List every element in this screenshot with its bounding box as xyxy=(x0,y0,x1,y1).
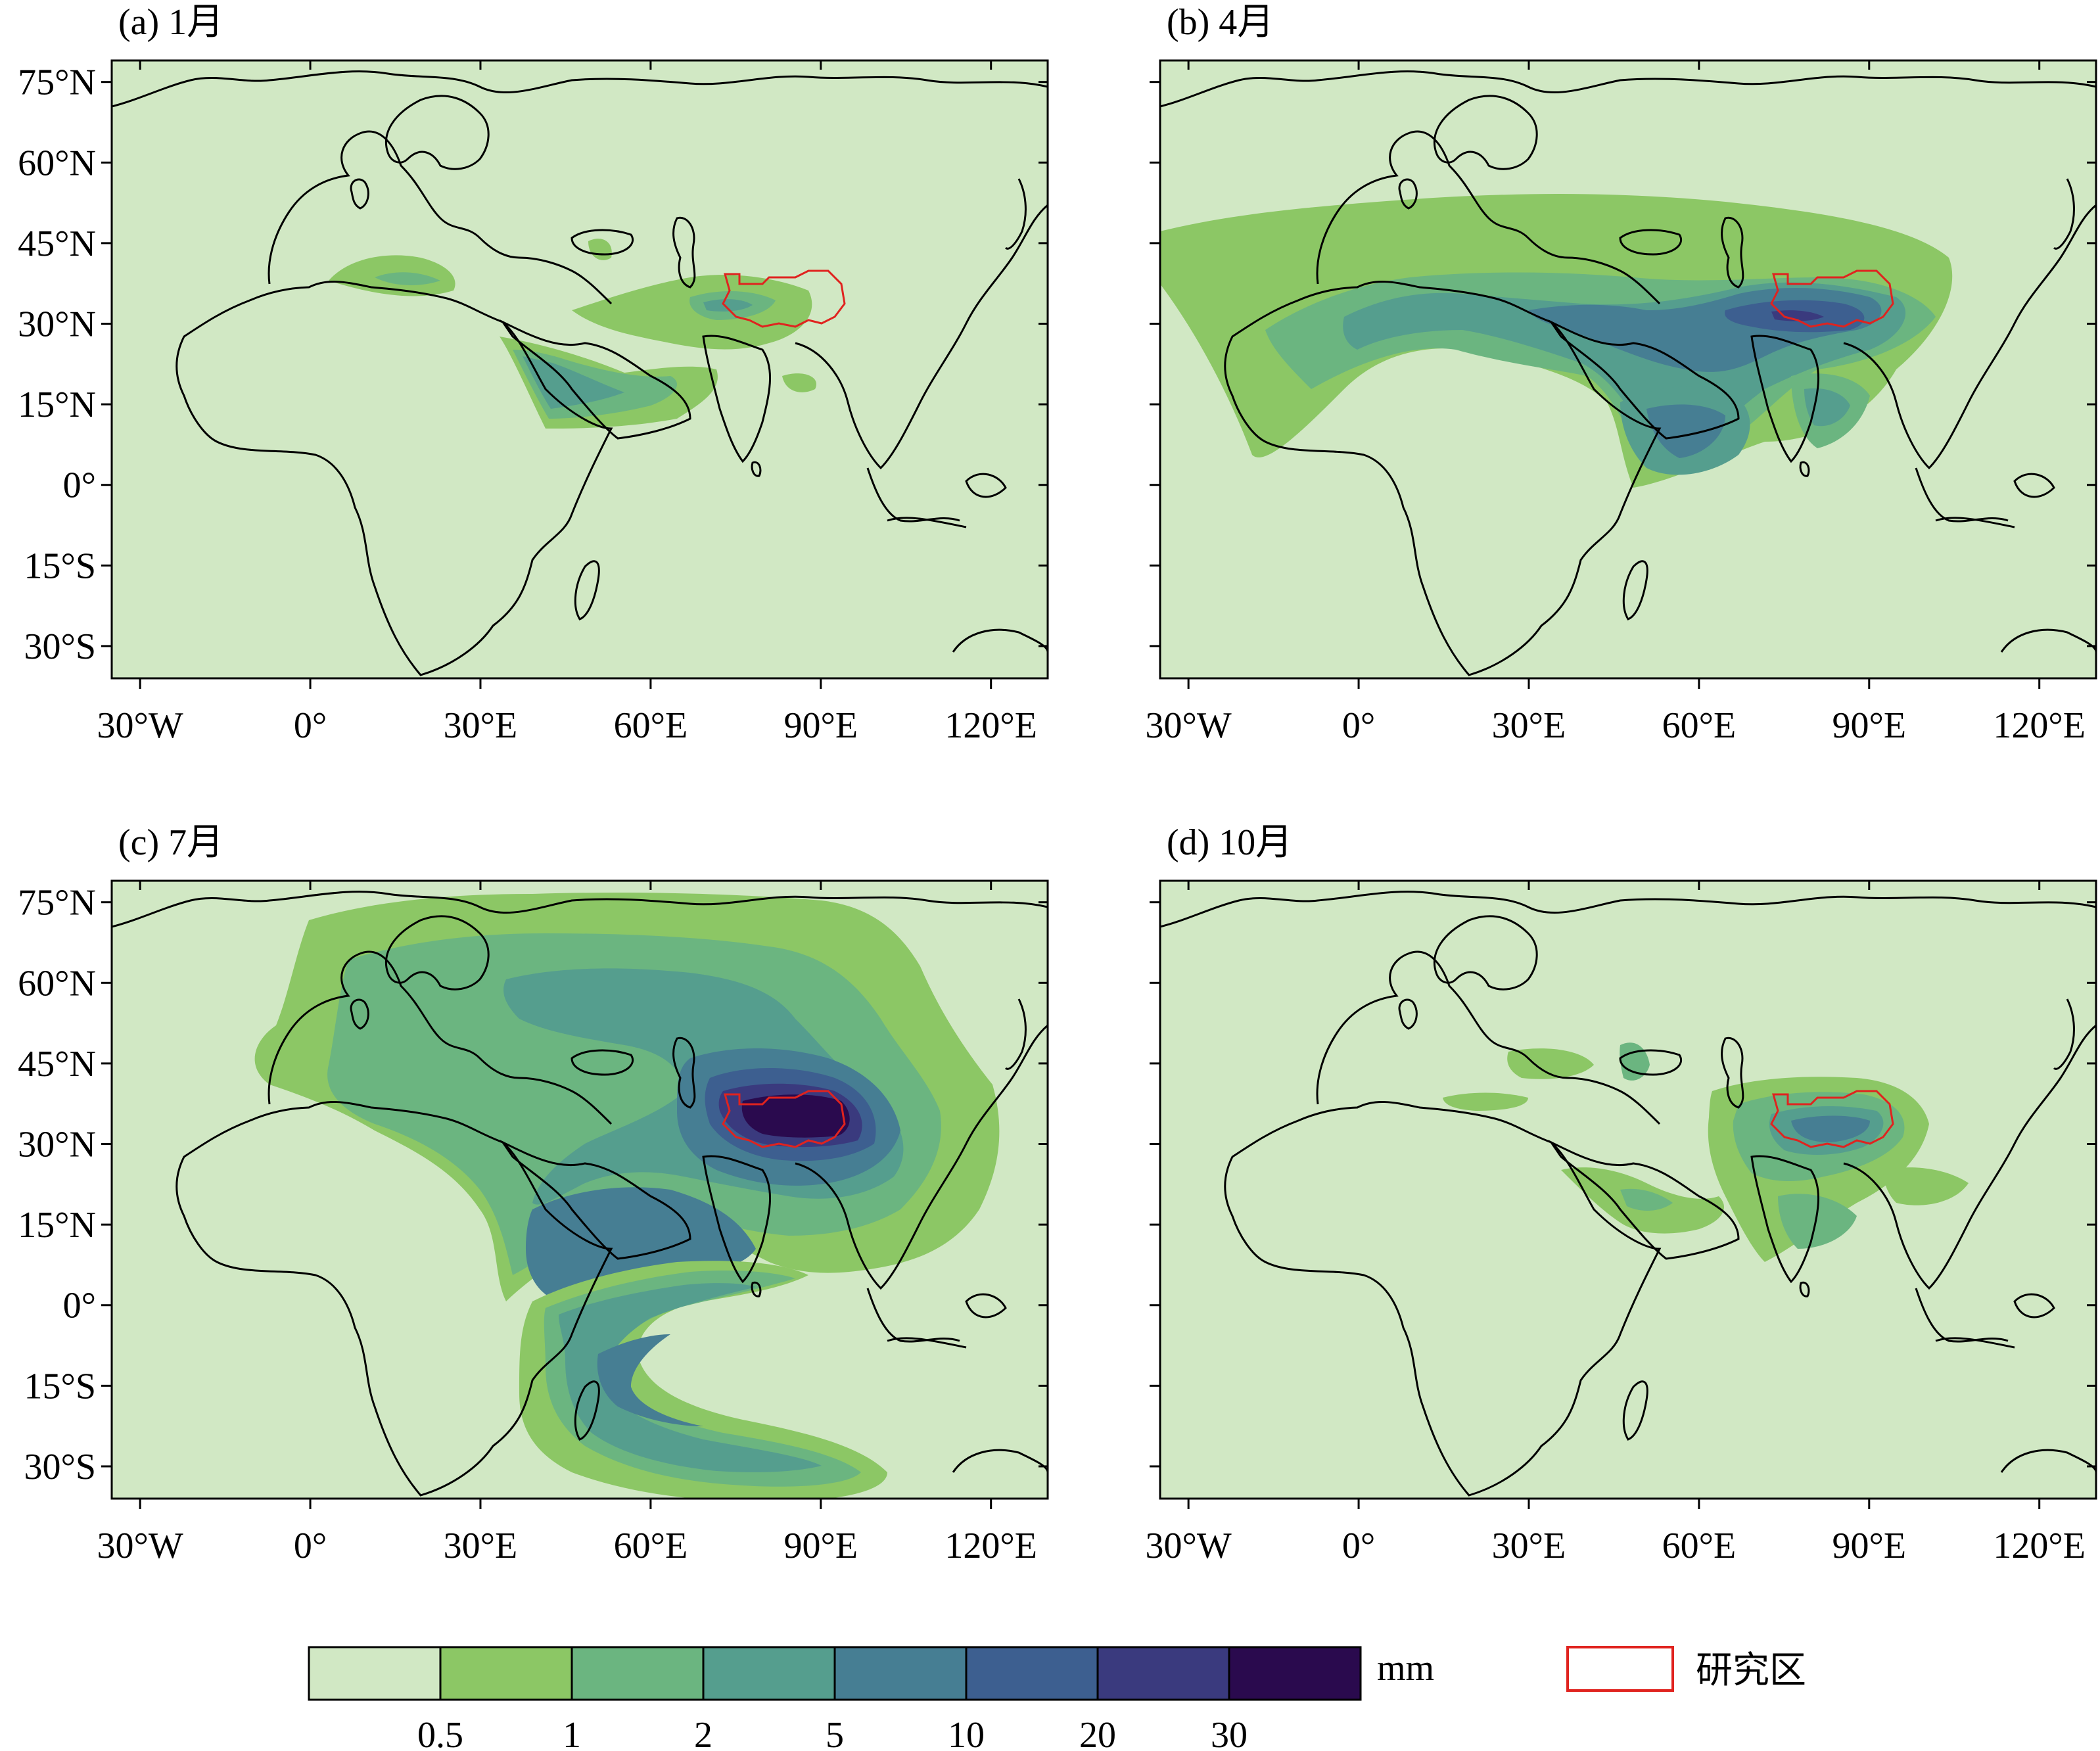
colorbar-swatch xyxy=(1228,1646,1362,1701)
colorbar-swatch xyxy=(308,1646,442,1701)
colorbar-level-label: 20 xyxy=(1079,1715,1116,1751)
lon-label: 30°W xyxy=(97,1526,183,1566)
panel-title-b: (b) 4月 xyxy=(1167,2,1274,43)
lon-label: 120°E xyxy=(1993,705,2086,746)
lat-label: 30°N xyxy=(18,304,96,345)
lon-label: 120°E xyxy=(1993,1526,2086,1566)
study-area-outline xyxy=(722,1090,846,1148)
lon-label: 90°E xyxy=(1832,1526,1906,1566)
colorbar-level-label: 10 xyxy=(948,1715,985,1751)
lon-label: 120°E xyxy=(945,705,1037,746)
lon-label: 60°E xyxy=(1662,705,1737,746)
lat-label: 30°S xyxy=(24,626,96,667)
colorbar-level-label: 5 xyxy=(826,1715,844,1751)
lat-label: 15°N xyxy=(18,385,96,425)
study-area-label: 研究区 xyxy=(1696,1650,1806,1691)
colorbar: mm 0.5 1 2 5 10 20 30 xyxy=(308,1646,1434,1751)
lat-label: 45°N xyxy=(18,223,96,264)
panel-apr xyxy=(1159,59,2097,680)
colorbar-swatch xyxy=(439,1646,573,1701)
lon-label: 0° xyxy=(294,1526,327,1566)
lon-label: 30°W xyxy=(1146,1526,1232,1566)
lon-label: 60°E xyxy=(614,705,688,746)
lon-label: 30°W xyxy=(1146,705,1232,746)
colorbar-swatch xyxy=(702,1646,836,1701)
colorbar-swatch xyxy=(833,1646,968,1701)
lat-label: 15°N xyxy=(18,1205,96,1246)
colorbar-swatch xyxy=(965,1646,1099,1701)
lon-label: 90°E xyxy=(783,705,858,746)
lon-label: 120°E xyxy=(945,1526,1037,1566)
lon-label: 0° xyxy=(1342,705,1375,746)
study-area-outline xyxy=(722,269,846,328)
lon-label: 0° xyxy=(1342,1526,1375,1566)
lon-label: 30°E xyxy=(444,705,518,746)
study-area-legend: 研究区 xyxy=(1566,1646,1806,1692)
axes-layer: 75°N60°N45°N30°N15°N0°15°S30°S30°W 0° 30°E… xyxy=(18,60,2096,1566)
colorbar-swatch xyxy=(1096,1646,1230,1701)
panel-title-c: (c) 7月 xyxy=(118,822,223,863)
panel-jul xyxy=(110,879,1049,1500)
lon-label: 60°E xyxy=(614,1526,688,1566)
lat-label: 15°S xyxy=(24,1366,96,1407)
lat-label: 15°S xyxy=(24,546,96,586)
lat-label: 0° xyxy=(63,465,96,506)
lat-label: 45°N xyxy=(18,1044,96,1085)
lat-label: 0° xyxy=(63,1286,96,1326)
lon-label: 60°E xyxy=(1662,1526,1737,1566)
colorbar-level-label: 0.5 xyxy=(417,1715,463,1751)
lon-label: 30°E xyxy=(1492,705,1566,746)
colorbar-level-label: 30 xyxy=(1211,1715,1248,1751)
colorbar-unit: mm xyxy=(1377,1648,1434,1689)
lon-label: 90°E xyxy=(1832,705,1906,746)
study-area-swatch xyxy=(1566,1646,1674,1692)
colorbar-swatch xyxy=(571,1646,705,1701)
lat-label: 75°N xyxy=(18,62,96,103)
lat-label: 75°N xyxy=(18,883,96,923)
lon-label: 90°E xyxy=(783,1526,858,1566)
lat-label: 60°N xyxy=(18,143,96,183)
lon-label: 30°E xyxy=(1492,1526,1566,1566)
lon-label: 30°E xyxy=(444,1526,518,1566)
colorbar-level-label: 1 xyxy=(563,1715,581,1751)
panel-oct xyxy=(1159,879,2097,1500)
panel-title-d: (d) 10月 xyxy=(1167,822,1292,863)
lat-label: 60°N xyxy=(18,963,96,1004)
panel-jan xyxy=(110,59,1049,680)
panel-title-a: (a) 1月 xyxy=(118,2,223,43)
lon-label: 30°W xyxy=(97,705,183,746)
lon-label: 0° xyxy=(294,705,327,746)
colorbar-level-label: 2 xyxy=(694,1715,712,1751)
lat-label: 30°N xyxy=(18,1125,96,1165)
study-area-outline xyxy=(1770,269,1894,328)
study-area-outline xyxy=(1770,1090,1894,1148)
lat-label: 30°S xyxy=(24,1447,96,1487)
